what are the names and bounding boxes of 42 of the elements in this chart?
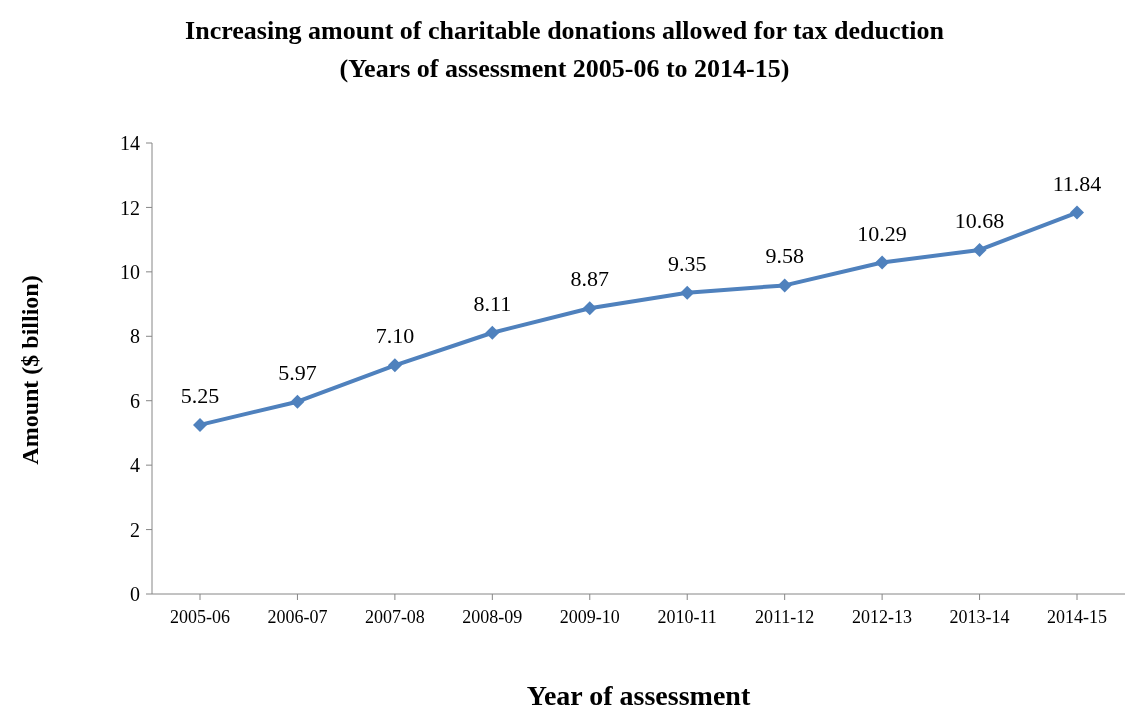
x-tick-label: 2006-07 xyxy=(267,606,328,627)
data-label: 9.35 xyxy=(667,250,707,276)
data-label: 5.97 xyxy=(278,359,317,385)
chart-subtitle: (Years of assessment 2005-06 to 2014-15) xyxy=(338,53,791,85)
point xyxy=(193,417,207,432)
y-tick-label: 12 xyxy=(120,196,140,219)
y-tick-label: 6 xyxy=(130,389,140,412)
chart-title: Increasing amount of charitable donations allowed for tax deduction xyxy=(184,15,945,47)
point xyxy=(485,325,500,340)
x-tick-label: 2009-10 xyxy=(559,606,620,627)
point xyxy=(680,285,695,300)
x-axis-title: Year of assessment xyxy=(525,680,752,709)
point xyxy=(290,394,305,409)
y-tick-label: 14 xyxy=(120,132,140,155)
x-tick-label: 2007-08 xyxy=(364,606,425,627)
data-label: 11.84 xyxy=(1052,170,1102,196)
point xyxy=(582,301,597,316)
y-tick-label: 0 xyxy=(130,583,140,606)
point xyxy=(777,278,792,293)
data-label: 10.68 xyxy=(954,207,1005,233)
point xyxy=(875,255,890,270)
x-tick-label: 2014-15 xyxy=(1047,606,1107,627)
y-tick-label: 10 xyxy=(120,260,140,283)
data-label: 5.25 xyxy=(180,382,220,408)
x-tick-label: 2010-11 xyxy=(657,606,717,627)
y-tick-label: 8 xyxy=(130,325,140,348)
data-label: 7.10 xyxy=(375,323,415,349)
y-axis-title: Amount ($ billion) xyxy=(16,275,44,465)
x-tick-label: 2005-06 xyxy=(170,606,230,627)
data-label: 9.58 xyxy=(765,243,804,269)
y-tick-label: 2 xyxy=(130,518,140,541)
x-tick-label: 2011-12 xyxy=(755,606,815,627)
x-tick-label: 2012-13 xyxy=(852,606,913,627)
y-tick-label: 4 xyxy=(130,454,140,477)
data-label: 10.29 xyxy=(857,220,907,246)
data-label: 8.87 xyxy=(570,266,610,292)
point xyxy=(387,358,402,373)
data-label: 8.11 xyxy=(473,290,512,316)
x-tick-label: 2013-14 xyxy=(949,606,1010,627)
x-tick-label: 2008-09 xyxy=(462,606,523,627)
point xyxy=(972,242,987,257)
point xyxy=(1070,205,1084,220)
